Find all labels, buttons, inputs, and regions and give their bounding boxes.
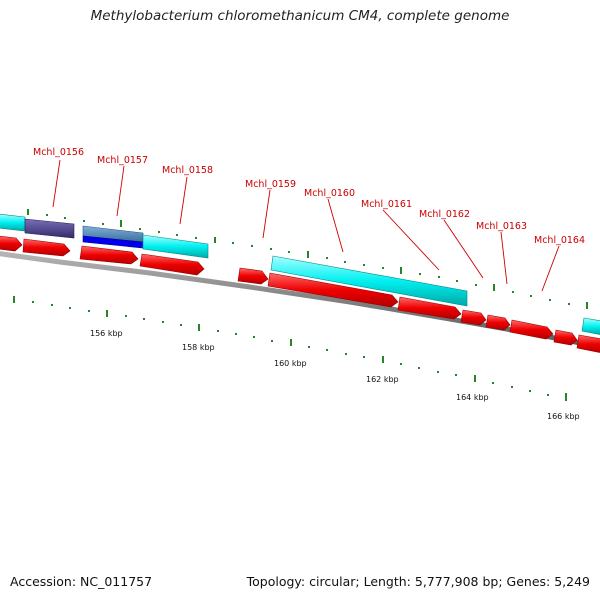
kbp-label: 158 kbp xyxy=(182,343,215,352)
kbp-label: 166 kbp xyxy=(547,412,580,421)
cds-arrow xyxy=(460,309,487,326)
cds-arrow xyxy=(79,245,139,265)
gene-label: Mchl_0157 xyxy=(97,155,148,166)
cds-track xyxy=(0,235,600,353)
cds-arrow xyxy=(237,267,269,285)
cds-arrow xyxy=(0,235,23,252)
kbp-label: 162 kbp xyxy=(366,375,399,384)
kbp-labels: 156 kbp 158 kbp 160 kbp 162 kbp 164 kbp … xyxy=(90,329,580,421)
feature-block xyxy=(581,317,600,335)
cds-arrow xyxy=(139,253,205,276)
gene-label: Mchl_0156 xyxy=(33,147,84,158)
gene-label: Mchl_0161 xyxy=(361,199,412,210)
cds-arrow xyxy=(509,319,554,340)
cds-arrow xyxy=(22,238,71,257)
kbp-label: 164 kbp xyxy=(456,393,489,402)
tick-row-upper xyxy=(27,209,588,309)
gene-leader-lines xyxy=(52,159,560,292)
gene-label: Mchl_0160 xyxy=(304,188,355,199)
cds-arrow xyxy=(553,329,578,346)
gene-label: Mchl_0164 xyxy=(534,235,585,246)
kbp-label: 156 kbp xyxy=(90,329,123,338)
gene-label: Mchl_0158 xyxy=(162,165,213,176)
map-title: Methylobacterium chloromethanicum CM4, c… xyxy=(90,8,510,24)
feature-block xyxy=(142,234,209,259)
cds-arrow xyxy=(485,314,511,331)
cds-arrow xyxy=(576,334,600,353)
gene-label: Mchl_0159 xyxy=(245,179,296,190)
gene-labels: Mchl_0156 Mchl_0157 Mchl_0158 Mchl_0159 … xyxy=(33,147,585,246)
feature-block xyxy=(24,218,75,239)
orf-track-upper xyxy=(0,213,600,335)
gene-label: Mchl_0162 xyxy=(419,209,470,220)
feature-block xyxy=(270,255,468,307)
gene-label: Mchl_0163 xyxy=(476,221,527,232)
kbp-label: 160 kbp xyxy=(274,359,307,368)
cds-arrow xyxy=(267,272,399,308)
cds-arrow xyxy=(397,296,462,320)
feature-block xyxy=(0,213,26,232)
genome-stats-footer: Topology: circular; Length: 5,777,908 bp… xyxy=(246,574,590,589)
tick-row-lower xyxy=(13,296,567,401)
accession-footer: Accession: NC_011757 xyxy=(10,574,153,589)
